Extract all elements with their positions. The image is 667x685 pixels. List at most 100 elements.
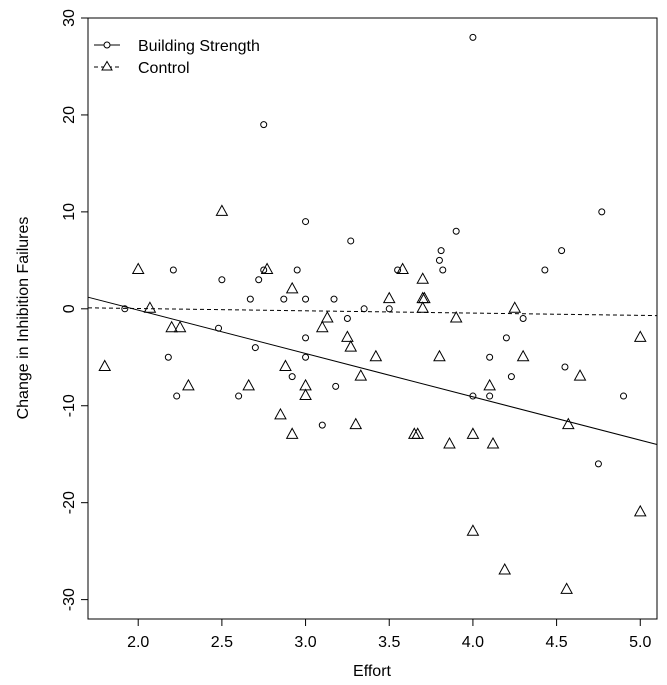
y-tick-label: 30 xyxy=(61,9,78,27)
point-building-strength xyxy=(288,373,296,381)
point-control xyxy=(416,291,430,304)
x-tick-label: 3.5 xyxy=(378,634,400,651)
point-control xyxy=(416,301,430,313)
point-building-strength xyxy=(332,382,340,390)
data-points xyxy=(98,33,647,594)
x-axis: 2.0 2.5 3.0 3.5 4.0 4.5 5.0 xyxy=(127,619,651,651)
point-control xyxy=(411,427,425,439)
point-control xyxy=(215,204,229,216)
point-control xyxy=(299,378,312,391)
y-tick-label: -20 xyxy=(61,491,78,514)
fit-lines xyxy=(87,296,658,446)
point-control xyxy=(299,388,312,401)
point-control xyxy=(285,427,299,439)
legend-label-control: Control xyxy=(138,60,190,77)
point-building-strength xyxy=(169,266,177,274)
point-building-strength xyxy=(435,256,443,264)
y-tick-label: 10 xyxy=(61,203,78,221)
point-control xyxy=(486,436,500,449)
point-building-strength xyxy=(541,266,549,274)
point-control xyxy=(483,378,496,391)
point-control xyxy=(98,359,112,371)
point-control xyxy=(508,301,522,313)
point-building-strength xyxy=(469,33,477,41)
point-control xyxy=(433,349,446,362)
point-building-strength xyxy=(561,363,569,371)
x-axis-label: Effort xyxy=(353,663,392,680)
point-building-strength xyxy=(173,392,181,400)
point-control xyxy=(315,320,329,333)
point-control xyxy=(274,407,287,420)
point-control xyxy=(182,378,195,391)
point-building-strength xyxy=(215,324,223,332)
point-control xyxy=(369,349,383,362)
point-building-strength xyxy=(507,373,515,381)
point-building-strength xyxy=(246,295,254,303)
point-control xyxy=(498,562,512,575)
point-building-strength xyxy=(347,237,355,245)
point-control xyxy=(354,369,368,381)
fit-line-control xyxy=(87,307,658,317)
point-building-strength xyxy=(620,392,628,400)
point-control xyxy=(341,330,354,342)
point-building-strength xyxy=(594,460,602,468)
point-building-strength xyxy=(302,218,310,226)
point-control xyxy=(260,262,274,275)
point-building-strength xyxy=(343,315,351,322)
point-building-strength xyxy=(360,305,368,313)
x-tick-label: 4.5 xyxy=(545,634,567,651)
point-control xyxy=(165,320,179,333)
y-tick-label: -10 xyxy=(61,394,78,417)
fit-line-building-strength xyxy=(87,296,658,446)
point-control xyxy=(573,369,587,381)
point-control xyxy=(449,310,463,323)
point-building-strength xyxy=(486,353,494,361)
x-tick-label: 3.0 xyxy=(294,634,316,651)
point-building-strength xyxy=(260,121,268,129)
point-control xyxy=(396,262,409,275)
point-building-strength xyxy=(235,392,243,400)
point-building-strength xyxy=(302,353,310,361)
y-tick-label: 20 xyxy=(61,106,78,124)
point-building-strength xyxy=(330,295,338,303)
point-control xyxy=(466,427,480,439)
point-control xyxy=(561,417,575,430)
plot-frame xyxy=(87,17,658,620)
x-tick-label: 5.0 xyxy=(629,634,651,651)
point-building-strength xyxy=(218,276,226,284)
legend-marker-control xyxy=(101,60,113,71)
y-tick-label: -30 xyxy=(61,588,78,611)
point-building-strength xyxy=(121,305,129,313)
point-control xyxy=(320,310,334,323)
point-control xyxy=(143,301,157,313)
point-control xyxy=(349,417,363,430)
point-control xyxy=(516,349,530,362)
point-control xyxy=(279,359,292,371)
point-control xyxy=(418,291,431,304)
point-control xyxy=(382,291,396,304)
x-tick-label: 2.0 xyxy=(127,634,149,651)
x-tick-label: 2.5 xyxy=(211,634,233,651)
legend: Building Strength Control xyxy=(94,38,260,77)
point-building-strength xyxy=(502,334,510,342)
point-building-strength xyxy=(251,344,259,352)
y-tick-label: 0 xyxy=(61,304,78,313)
point-building-strength xyxy=(519,315,527,322)
point-control xyxy=(285,281,299,294)
point-control xyxy=(131,262,145,275)
point-control xyxy=(242,378,256,391)
y-axis-label: Change in Inhibition Failures xyxy=(15,217,32,420)
point-control xyxy=(560,582,573,594)
point-building-strength xyxy=(437,247,445,255)
point-building-strength xyxy=(255,276,263,284)
point-building-strength xyxy=(452,227,460,235)
point-control xyxy=(344,340,358,352)
y-axis: -30 -20 -10 0 10 20 30 xyxy=(61,9,88,611)
point-building-strength xyxy=(439,266,447,274)
point-building-strength xyxy=(469,392,477,400)
point-building-strength xyxy=(302,334,310,342)
point-building-strength xyxy=(598,208,606,216)
point-control xyxy=(633,330,647,342)
point-building-strength xyxy=(302,295,310,303)
